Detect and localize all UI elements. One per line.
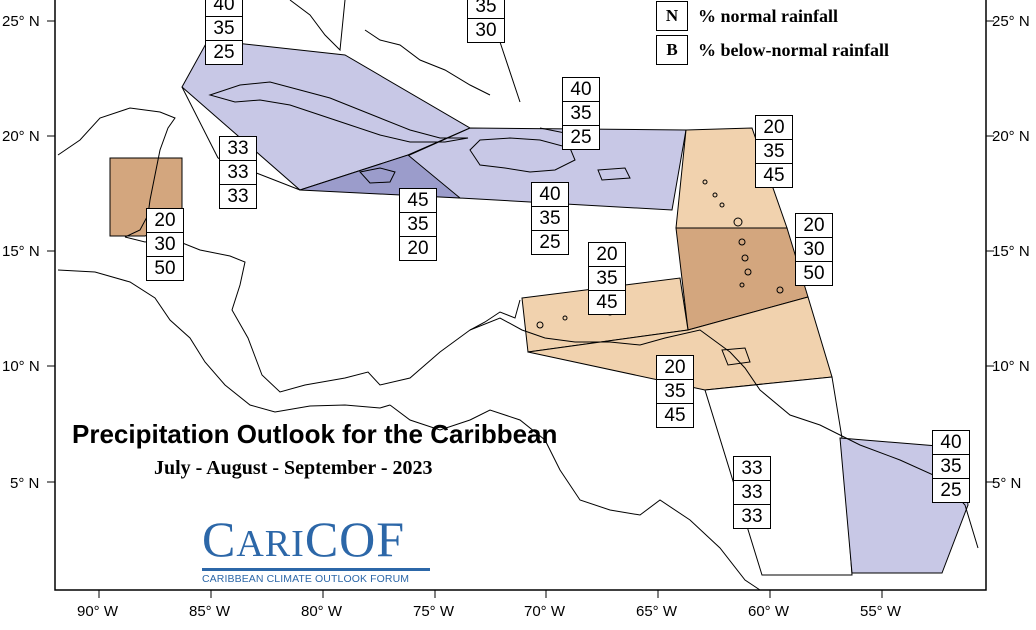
prob-value: 20: [589, 243, 625, 267]
lon-label: 60° W: [748, 603, 790, 620]
logo-wordmark: CARICOF: [202, 511, 406, 567]
prob-box-trinidad: 20 35 45: [656, 355, 694, 428]
prob-value: 33: [227, 186, 249, 207]
prob-box-bahamas: 35 30: [467, 0, 505, 43]
prob-value: 33: [734, 481, 770, 505]
prob-value: 30: [147, 233, 183, 257]
coast-south-america-inland: [389, 404, 761, 591]
prob-value: 40: [933, 431, 969, 455]
prob-value: 20: [657, 356, 693, 380]
prob-value: 25: [570, 127, 592, 148]
prob-box-abc-islands: 20 35 45: [588, 242, 626, 315]
lon-label: 65° W: [636, 603, 678, 620]
logo-divider: [202, 568, 430, 571]
prob-box-caymans: 33 33 33: [219, 136, 257, 209]
coast-jamaica: [359, 167, 396, 184]
prob-value: 20: [407, 238, 429, 259]
lon-label: 55° W: [860, 603, 902, 620]
prob-box-belize: 20 30 50: [146, 208, 184, 281]
legend-key: B: [656, 35, 688, 65]
lon-label: 80° W: [301, 603, 343, 620]
prob-value: 20: [147, 209, 183, 233]
prob-value: 25: [539, 232, 561, 253]
coast-trinidad: [721, 347, 751, 366]
coastlines: [57, 0, 979, 591]
coast-puerto-rico: [597, 167, 631, 181]
coast-bahamas: [364, 29, 491, 96]
prob-value: 30: [796, 238, 832, 262]
coast-hispaniola: [469, 137, 576, 173]
lat-label: 25° N: [2, 13, 40, 30]
prob-value: 35: [468, 0, 504, 19]
prob-box-cuba: 40 35 25: [205, 0, 243, 65]
prob-value: 45: [400, 189, 436, 213]
prob-value: 30: [475, 20, 497, 41]
prob-value: 35: [532, 207, 568, 231]
prob-value: 33: [220, 161, 256, 185]
prob-value: 35: [589, 267, 625, 291]
lat-label: 25° N: [992, 13, 1030, 30]
lat-label: 5° N: [10, 475, 39, 492]
prob-value: 25: [213, 42, 235, 63]
lat-label: 20° N: [992, 128, 1030, 145]
lat-label: 5° N: [992, 475, 1021, 492]
prob-box-guyana: 33 33 33: [733, 456, 771, 529]
lon-label: 90° W: [77, 603, 119, 620]
prob-value: 33: [220, 137, 256, 161]
lon-label: 85° W: [189, 603, 231, 620]
legend-key: N: [656, 1, 688, 31]
prob-box-leeward-north: 20 35 45: [755, 115, 793, 188]
prob-value: 25: [940, 480, 962, 501]
logo-subtitle: CARIBBEAN CLIMATE OUTLOOK FORUM: [202, 573, 410, 585]
prob-value: 33: [741, 506, 763, 527]
longitude-labels: 90° W 85° W 80° W 75° W 70° W 65° W 60° …: [77, 603, 902, 620]
prob-value: 50: [154, 258, 176, 279]
lat-label: 15° N: [992, 243, 1030, 260]
prob-value: 35: [657, 380, 693, 404]
prob-box-windward: 20 30 50: [795, 213, 833, 286]
legend-text: % below-normal rainfall: [698, 39, 889, 60]
prob-box-hispaniola-south: 40 35 25: [531, 182, 569, 255]
map-subtitle: July - August - September - 2023: [154, 457, 433, 479]
coast-south-america-north: [469, 317, 979, 549]
legend-normal: N % normal rainfall: [656, 1, 838, 31]
latitude-labels-left: 25° N 20° N 15° N 10° N 5° N: [2, 13, 40, 492]
prob-value: 35: [400, 213, 436, 237]
prob-box-suriname: 40 35 25: [932, 430, 970, 503]
prob-value: 40: [563, 78, 599, 102]
lon-label: 70° W: [524, 603, 566, 620]
legend-below: B % below-normal rainfall: [656, 35, 889, 65]
prob-value: 20: [796, 214, 832, 238]
lat-label: 10° N: [992, 358, 1030, 375]
lat-label: 20° N: [2, 128, 40, 145]
map-title: Precipitation Outlook for the Caribbean: [72, 419, 558, 449]
lon-label: 75° W: [413, 603, 455, 620]
tick-marks: [47, 20, 994, 598]
legend-text: % normal rainfall: [698, 5, 838, 26]
prob-value: 40: [206, 0, 242, 17]
coast-florida: [289, 0, 346, 52]
prob-box-jamaica: 45 35 20: [399, 188, 437, 261]
prob-value: 50: [803, 263, 825, 284]
prob-value: 45: [664, 405, 686, 426]
coast-cuba: [208, 81, 469, 143]
lat-label: 15° N: [2, 243, 40, 260]
prob-value: 35: [933, 455, 969, 479]
prob-value: 20: [756, 116, 792, 140]
prob-value: 45: [596, 292, 618, 313]
prob-box-hispaniola-north: 40 35 25: [562, 77, 600, 150]
prob-value: 45: [763, 165, 785, 186]
coast-central-america-pacific: [57, 269, 391, 413]
prob-value: 40: [532, 183, 568, 207]
zone-jamaica: [299, 154, 462, 199]
lat-label: 10° N: [2, 358, 40, 375]
prob-value: 33: [734, 457, 770, 481]
prob-value: 35: [206, 17, 242, 41]
caricof-logo: CARICOF CARIBBEAN CLIMATE OUTLOOK FORUM: [202, 513, 430, 585]
latitude-labels-right: 25° N 20° N 15° N 10° N 5° N: [992, 13, 1030, 492]
coast-central-america-caribbean: [124, 236, 521, 393]
prob-value: 35: [756, 140, 792, 164]
prob-value: 35: [563, 102, 599, 126]
